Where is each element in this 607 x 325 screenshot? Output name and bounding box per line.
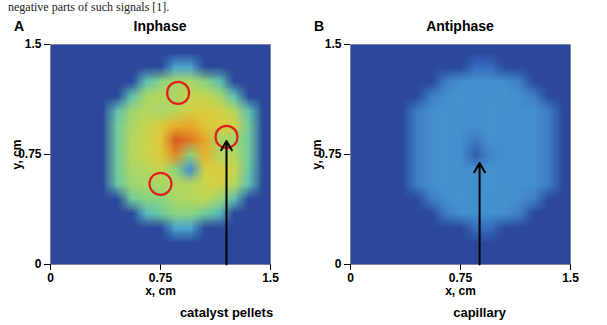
svg-text:0: 0 (47, 271, 54, 285)
svg-text:0.75: 0.75 (318, 147, 342, 162)
svg-text:catalyst pellets: catalyst pellets (180, 305, 273, 320)
svg-text:y, cm: y, cm (10, 140, 24, 170)
svg-text:1.5: 1.5 (262, 271, 279, 285)
svg-text:0.75: 0.75 (448, 271, 473, 285)
html-text:negative parts of such signals: negative parts of such signals [1]. (8, 0, 170, 14)
svg-text:x, cm: x, cm (445, 284, 476, 298)
svg-text:x, cm: x, cm (145, 284, 176, 298)
html-text:B: B (314, 18, 325, 34)
html-text:A: A (14, 18, 25, 34)
svg-text:0.75: 0.75 (148, 271, 173, 285)
svg-text:0: 0 (35, 257, 42, 271)
svg-text:0: 0 (347, 271, 354, 285)
svg-text:1.5: 1.5 (25, 37, 42, 51)
svg-text:1.5: 1.5 (325, 37, 342, 51)
svg-text:0.75: 0.75 (18, 147, 42, 162)
html-text:Antiphase: Antiphase (426, 18, 494, 34)
svg-text:y, cm: y, cm (310, 140, 324, 170)
svg-text:capillary: capillary (453, 305, 507, 320)
html-text:Inphase: Inphase (133, 18, 187, 34)
svg-text:1.5: 1.5 (562, 271, 579, 285)
svg-text:0: 0 (335, 257, 342, 271)
